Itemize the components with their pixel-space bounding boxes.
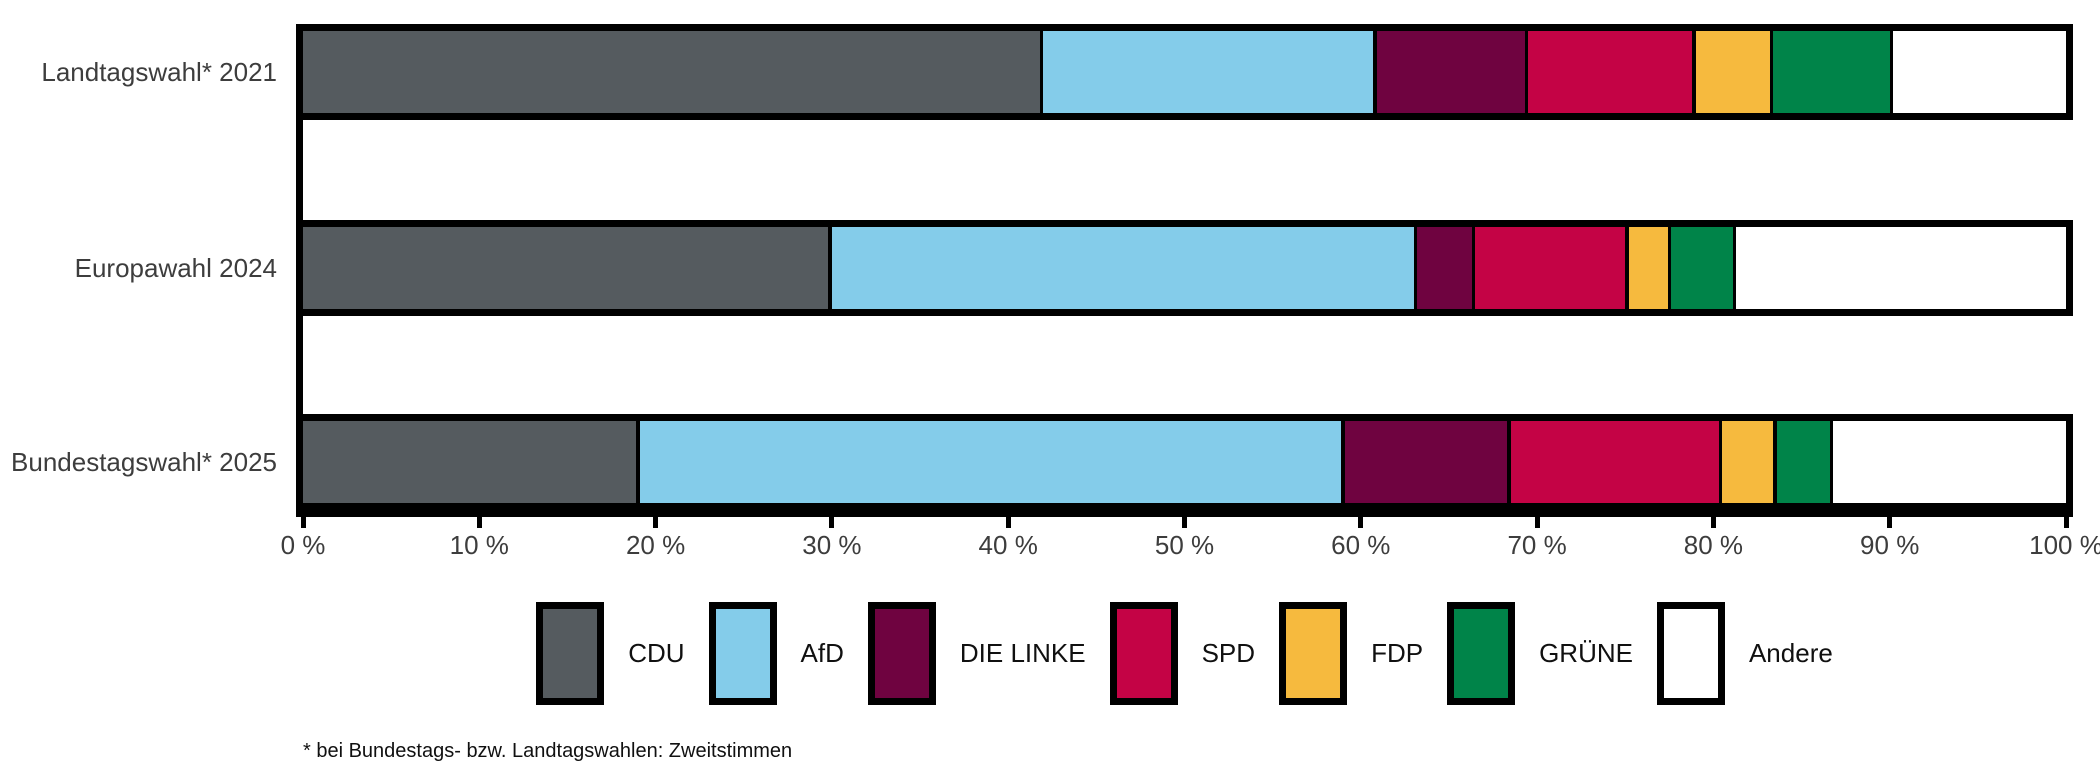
legend-item-afd: AfD [708,602,844,705]
segment-cdu [303,421,640,503]
tick-label-80: 80 % [1683,530,1744,560]
tick-label-90: 90 % [1860,530,1920,560]
segment-die-linke [1417,227,1476,309]
legend-swatch-afd [708,602,777,705]
segment-andere [1893,31,2066,113]
tick-label-100: 100 % [2029,530,2100,560]
legend-item-grüne: GRÜNE [1447,602,1633,705]
segment-cdu [303,31,1044,113]
legend-swatch-spd [1109,602,1178,705]
bar-bundestagswahl-2025 [296,414,2073,510]
tick-label-50: 50 % [1154,530,1215,560]
tick-mark [1534,517,1540,528]
segment-cdu [303,227,832,309]
segment-afd [831,227,1418,309]
legend-label-andere: Andere [1748,638,1833,668]
tick-label-10: 10 % [449,530,509,560]
segment-afd [639,421,1345,503]
bar-inner [303,421,2066,503]
tick-label-20: 20 % [625,530,686,560]
segment-die-linke [1344,421,1511,503]
tick-mark [829,517,835,528]
legend-item-spd: SPD [1109,602,1256,705]
tick-mark [1887,517,1893,528]
tick-mark [476,517,482,528]
segment-fdp [1628,227,1672,309]
tick-label-30: 30 % [802,530,862,560]
legend-label-spd: SPD [1201,638,1256,668]
x-axis-line [296,509,2073,517]
tick-label-0: 0 % [280,530,326,560]
legend-item-cdu: CDU [536,602,685,705]
tick-mark [2063,517,2069,528]
tick-label-70: 70 % [1507,530,1567,560]
legend-item-fdp: FDP [1279,602,1423,705]
segment-andere [1736,227,2066,309]
segment-fdp [1695,31,1774,113]
legend-label-die-linke: DIE LINKE [959,638,1086,668]
bar-inner [303,31,2066,113]
tick-mark [300,517,306,528]
bar-landtagswahl-2021 [296,24,2073,120]
tick-mark [1005,517,1011,528]
legend-label-grüne: GRÜNE [1539,638,1633,668]
legend-label-fdp: FDP [1371,638,1424,668]
segment-grüne [1671,227,1737,309]
legend-item-andere: Andere [1656,602,1833,705]
row-label-bundestagswahl-2025: Bundestagswahl* 2025 [11,446,277,477]
segment-spd [1475,227,1629,309]
tick-label-60: 60 % [1331,530,1391,560]
segment-grüne [1776,421,1834,503]
tick-label-40: 40 % [978,530,1038,560]
segment-fdp [1722,421,1777,503]
legend-swatch-grüne [1447,602,1516,705]
bar-inner [303,227,2066,309]
segment-andere [1833,421,2066,503]
legend-label-cdu: CDU [628,638,685,668]
segment-spd [1510,421,1723,503]
tick-mark [1710,517,1716,528]
legend-swatch-fdp [1279,602,1348,705]
segment-spd [1528,31,1696,113]
tick-mark [1358,517,1364,528]
legend-item-die-linke: DIE LINKE [867,602,1086,705]
legend-swatch-andere [1656,602,1725,705]
segment-grüne [1773,31,1894,113]
row-label-landtagswahl-2021: Landtagswahl* 2021 [41,56,277,87]
tick-mark [653,517,659,528]
footnote: * bei Bundestags- bzw. Landtagswahlen: Z… [303,740,793,762]
row-label-europawahl-2024: Europawahl 2024 [74,252,277,283]
legend-swatch-cdu [536,602,605,705]
bar-europawahl-2024 [296,220,2073,316]
segment-die-linke [1376,31,1529,113]
legend-swatch-die-linke [867,602,936,705]
legend: CDU AfD DIE LINKE SPD FDP GRÜNE Andere [303,602,2066,705]
legend-label-afd: AfD [800,638,844,668]
tick-mark [1182,517,1187,528]
segment-afd [1043,31,1377,113]
